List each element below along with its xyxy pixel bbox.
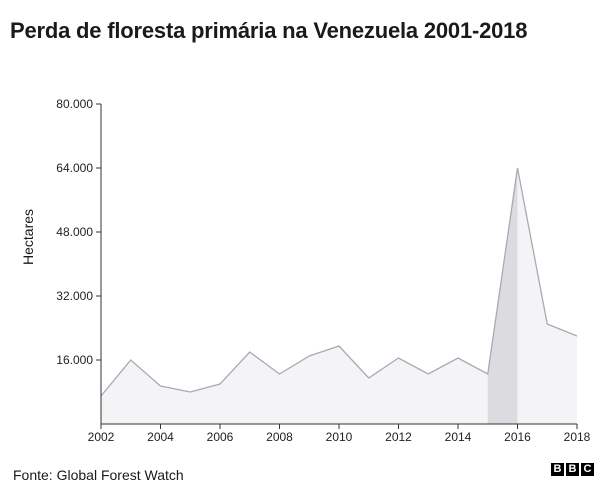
chart-title: Perda de floresta primária na Venezuela … xyxy=(10,18,528,43)
x-tick-label: 2010 xyxy=(326,430,353,444)
logo-letter: C xyxy=(581,463,594,476)
logo-letter: B xyxy=(566,463,579,476)
y-tick-label: 48.000 xyxy=(56,225,93,239)
logo-letter: B xyxy=(551,463,564,476)
highlight-area xyxy=(487,168,518,424)
y-axis-label: Hectares xyxy=(20,208,36,265)
y-tick-label: 16.000 xyxy=(56,353,93,367)
x-tick-label: 2018 xyxy=(564,430,591,444)
x-tick-label: 2014 xyxy=(445,430,472,444)
bbc-logo: B B C xyxy=(551,463,594,476)
x-tick-label: 2006 xyxy=(207,430,234,444)
x-tick-label: 2004 xyxy=(147,430,174,444)
x-tick-label: 2012 xyxy=(385,430,412,444)
y-tick-label: 64.000 xyxy=(56,161,93,175)
source-note: Fonte: Global Forest Watch xyxy=(13,467,184,483)
series-line xyxy=(100,167,578,397)
area-fill xyxy=(101,168,577,424)
x-tick-label: 2016 xyxy=(504,430,531,444)
y-tick-label: 80.000 xyxy=(56,97,93,111)
x-tick-label: 2002 xyxy=(88,430,115,444)
y-tick-label: 32.000 xyxy=(56,289,93,303)
x-tick-label: 2008 xyxy=(266,430,293,444)
